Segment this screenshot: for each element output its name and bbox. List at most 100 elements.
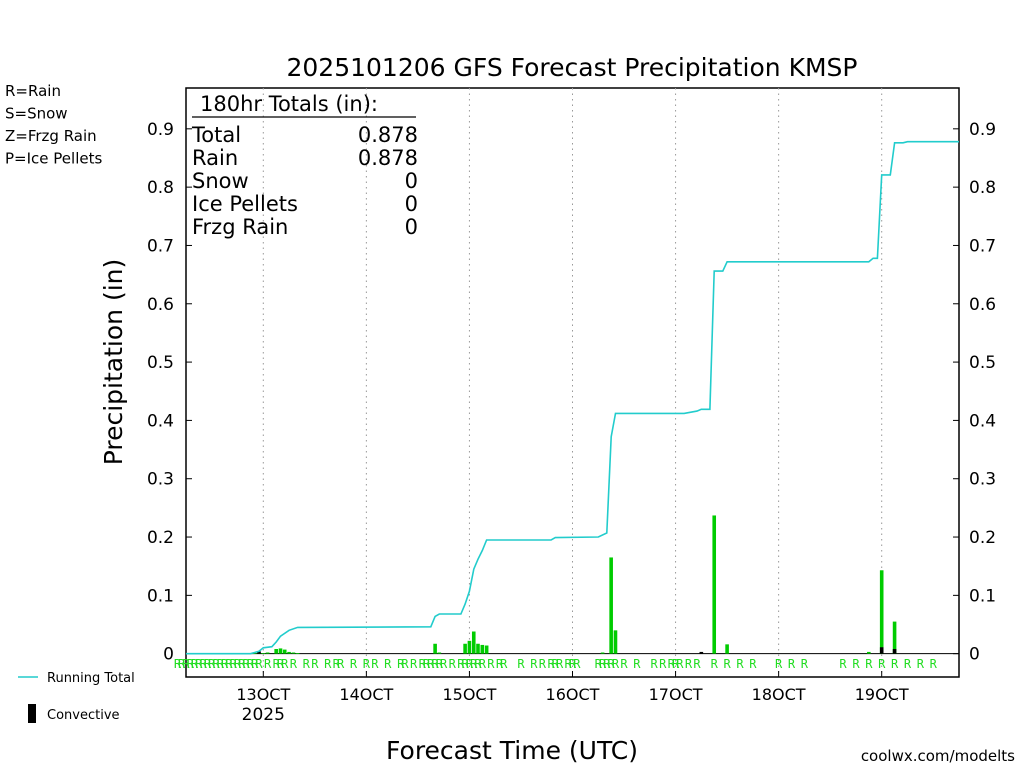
ptype-mark: R [427,657,435,671]
ptype-mark: R [401,657,409,671]
ptype-legend-entry: Z=Frzg Rain [5,127,97,145]
y-tick-label-right: 0.7 [969,236,996,256]
ptype-mark: R [363,657,371,671]
ptype-mark: R [208,657,216,671]
ptype-mark: R [693,657,701,671]
y-tick-label-right: 0 [969,645,980,665]
ptype-mark: R [839,657,847,671]
ptype-mark: R [466,657,474,671]
y-tick-label-right: 0.9 [969,120,996,140]
convective-bar [892,649,897,654]
ptype-mark: R [659,657,667,671]
precip-bar [892,621,897,654]
ptype-mark: R [530,657,538,671]
ptype-mark: R [547,657,555,671]
precip-bar [433,643,437,654]
ptype-mark: R [620,657,628,671]
precip-bar [879,570,884,654]
ptype-mark: R [676,657,684,671]
ptype-mark: R [865,657,873,671]
ptype-mark: R [221,657,229,671]
ptype-mark: R [384,657,392,671]
convective-bar [879,647,884,654]
totals-header: 180hr Totals (in): [200,92,378,116]
y-tick-label-right: 0.6 [969,295,996,315]
ptype-mark: R [539,657,547,671]
y-axis: 0 00.1 0.10.2 0.20.3 0.30.4 0.40.5 0.50.6 0.60.… [147,120,996,665]
ptype-mark: R [225,657,233,671]
precip-bar [265,652,270,654]
x-tick-label: 16OCT [546,685,600,704]
ptype-mark: R [277,657,285,671]
ptype-mark: R [290,657,298,671]
ptype-mark: R [174,657,182,671]
x-tick-label: 18OCT [752,685,806,704]
ptype-mark: R [479,657,487,671]
ptype-mark: R [191,657,199,671]
ptype-mark: R [603,657,611,671]
ptype-mark: R [247,657,255,671]
precip-bar [613,630,618,654]
ptype-mark: R [775,657,783,671]
ptype-legend-entry: R=Rain [5,82,61,100]
y-tick-label-left: 0.8 [147,178,174,198]
x-tick-label: 19OCT [855,685,909,704]
ptype-mark: R [324,657,332,671]
ptype-mark: R [668,657,676,671]
ptype-mark: R [788,657,796,671]
ptype-mark: R [723,657,731,671]
totals-row-label: Frzg Rain [192,215,288,239]
ptype-mark: R [234,657,242,671]
ptype-mark: R [337,657,345,671]
ptype-legend-entry: S=Snow [5,105,68,123]
ptype-mark: R [195,657,203,671]
ptype-mark: R [461,657,469,671]
precip-bar [712,515,717,654]
precip-bar [480,644,485,654]
precip-bar [274,649,278,654]
ptype-mark: R [801,657,809,671]
ptype-mark: R [204,657,212,671]
ptype-mark: R [736,657,744,671]
ptype-mark: R [573,657,581,671]
ptype-mark: R [230,657,238,671]
ptype-mark: R [517,657,525,671]
precip-bar [471,631,476,654]
x-tick-label: 13OCT [236,685,290,704]
y-tick-label-right: 0.2 [969,528,996,548]
ptype-mark: R [187,657,195,671]
line-legend: Running Total Convective [18,671,135,723]
ptype-mark: R [217,657,225,671]
ptype-mark: R [333,657,341,671]
ptype-mark: R [311,657,319,671]
ptype-legend: R=Rain S=Snow Z=Frzg Rain P=Ice Pellets [5,82,102,168]
precip-bar [252,653,257,654]
precip-bar [282,649,287,654]
y-tick-label-left: 0.4 [147,411,174,431]
ptype-mark: R [251,657,259,671]
precip-bar [463,643,467,654]
precip-bar [437,652,442,654]
ptype-mark: R [612,657,620,671]
ptype-mark: R [264,657,272,671]
ptype-mark: R [599,657,607,671]
ptype-mark: R [487,657,495,671]
ptype-mark: R [178,657,186,671]
y-tick-label-right: 0.3 [969,470,996,490]
totals-row-value: 0.878 [358,146,418,170]
totals-row-label: Snow [192,169,249,193]
ptype-mark: R [423,657,431,671]
y-tick-label-left: 0.1 [147,586,174,606]
precip-bar [484,645,489,654]
ptype-mark: R [273,657,281,671]
chart-title: 2025101206 GFS Forecast Precipitation KM… [287,53,858,82]
precip-bar [467,640,472,654]
ptype-mark: R [917,657,925,671]
ptype-mark: R [672,657,680,671]
ptype-mark: R [852,657,860,671]
ptype-mark: R [212,657,220,671]
ptype-mark: R [397,657,405,671]
